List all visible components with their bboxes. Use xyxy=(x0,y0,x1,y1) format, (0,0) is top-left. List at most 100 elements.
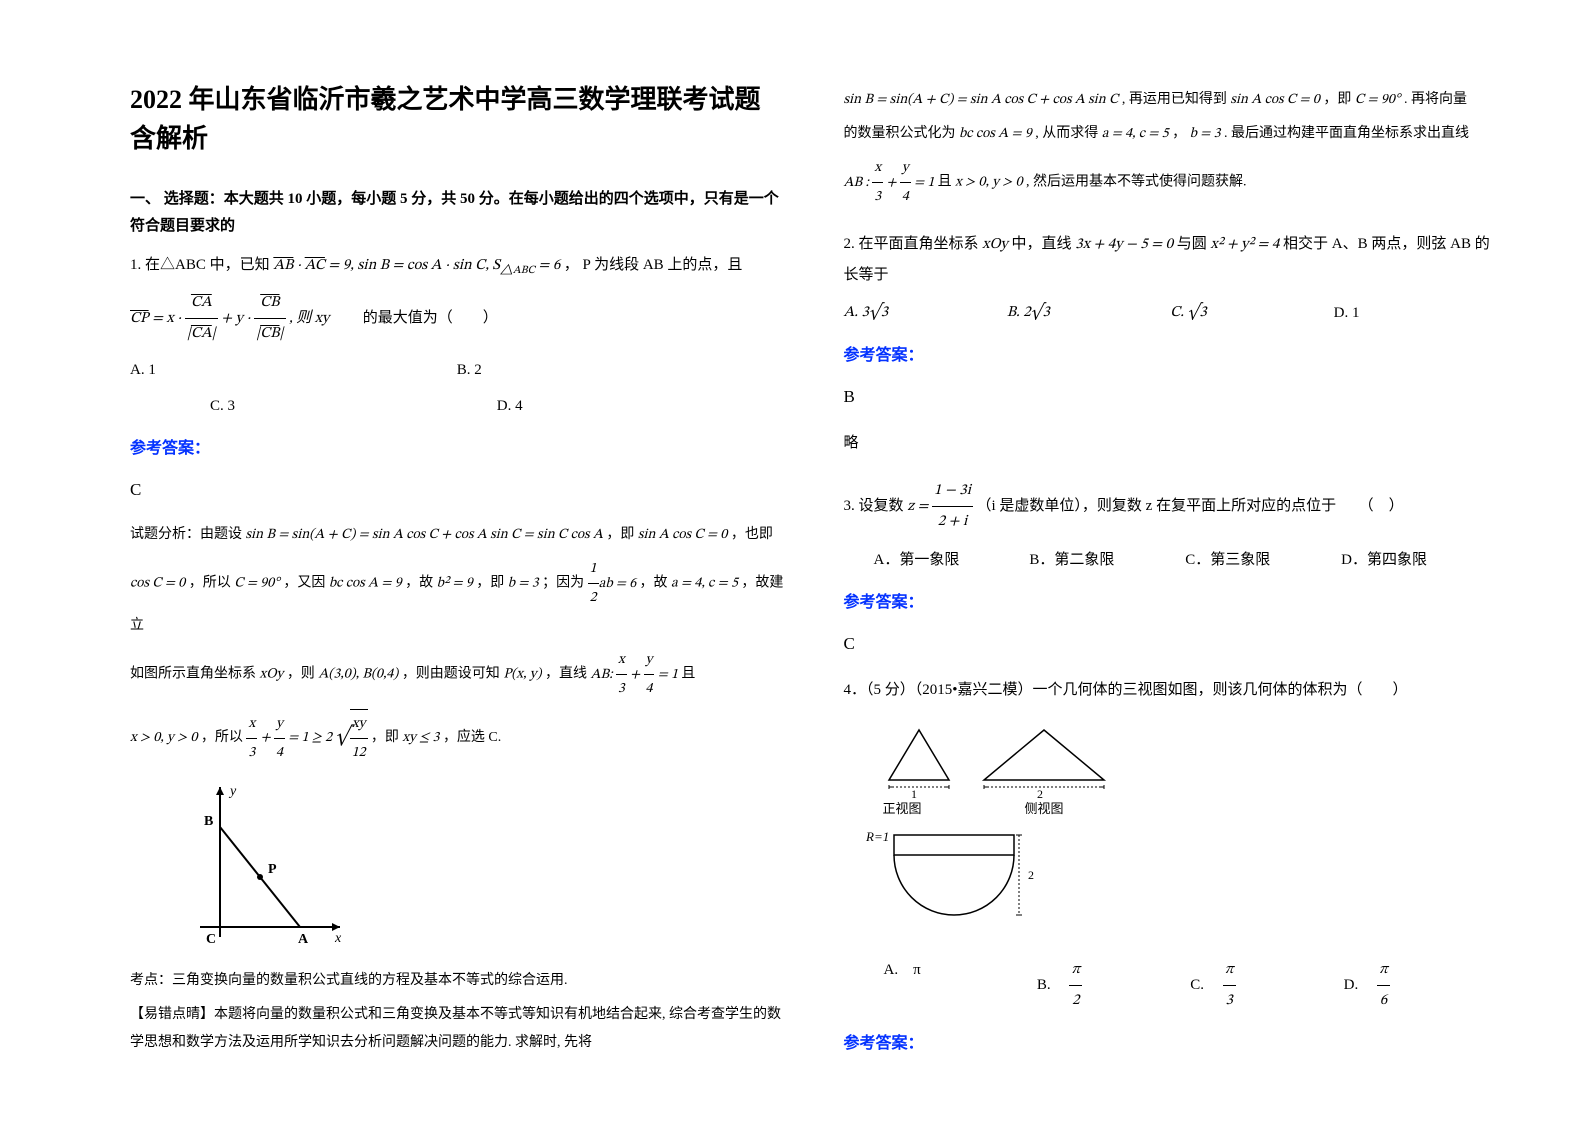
q1-exp2b: ，所以 xyxy=(189,576,231,591)
q3-opt-a: A．第一象限 xyxy=(874,545,1030,575)
q1c-l3b: 且 xyxy=(938,175,952,190)
page-root: 2022 年山东省临沂市羲之艺术中学高三数学理联考试题含解析 一、 选择题：本大… xyxy=(0,0,1587,1108)
section-1-heading: 一、 选择题：本大题共 10 小题，每小题 5 分，共 50 分。在每小题给出的… xyxy=(130,186,784,240)
q1c-l2g: . 最后通过构建平面直角坐标系求出直线 xyxy=(1224,126,1469,141)
svg-text:R=1: R=1 xyxy=(865,829,889,844)
svg-text:B: B xyxy=(204,814,213,829)
q2-stem-d: 3x + 4y − 5 = 0 xyxy=(1075,237,1173,252)
svg-text:2: 2 xyxy=(1037,787,1043,801)
q1-exp2d: ，又因 xyxy=(283,576,325,591)
q1-exp2k: 1 2 ab = 6 xyxy=(588,577,640,591)
q3-stem-c: （i 是虚数单位），则复数 z 在复平面上所对应的点位于 （ ） xyxy=(977,498,1404,514)
q1-stem-line1: 1. 在△ABC 中，已知 AB · AC = 9, sin B = cos A… xyxy=(130,250,784,282)
q1c-l2d: a = 4, c = 5 xyxy=(1102,127,1169,141)
q1-exp2g: b² = 9 xyxy=(437,577,473,591)
q1-exp3f: P(x, y) xyxy=(503,668,541,682)
right-column: sin B = sin(A + C) = sin A cos C + cos A… xyxy=(814,80,1528,1068)
q1-figure: x y B A C P xyxy=(170,777,350,957)
q4-options: A. π B. π 2 C. π 3 D. xyxy=(884,955,1498,1016)
q1-exp4d: ，即 xyxy=(371,730,399,745)
q1-exp1b: sin B = sin(A + C) = sin A cos C + cos A… xyxy=(246,528,603,542)
q4-opt-b: B. π 2 xyxy=(1037,955,1190,1016)
q1c-l1b: , 再运用已知得到 xyxy=(1122,92,1227,107)
q2-stem: 2. 在平面直角坐标系 xOy 中，直线 3x + 4y − 5 = 0 与圆 … xyxy=(844,229,1498,290)
q1-stem-c: ， P 为线段 AB 上的点，且 xyxy=(564,257,743,273)
q1-exp-line2: cos C = 0 ，所以 C = 90° ，又因 bc cos A = 9 ，… xyxy=(130,555,784,640)
q1-exp1a: 试题分析：由题设 xyxy=(130,527,242,542)
q1-exp-tail1: 考点：三角变换向量的数量积公式直线的方程及基本不等式的综合运用. xyxy=(130,967,784,995)
q1c-l1a: sin B = sin(A + C) = sin A cos C + cos A… xyxy=(844,93,1119,107)
q1-exp3h: AB: x 3 + y 4 = 1 xyxy=(590,668,681,682)
left-column: 2022 年山东省临沂市羲之艺术中学高三数学理联考试题含解析 一、 选择题：本大… xyxy=(100,80,814,1068)
q1-exp3b: xOy xyxy=(260,668,284,682)
q3-answer: C xyxy=(844,627,1498,661)
q1c-l3d: , 然后运用基本不等式使得问题获解. xyxy=(1026,175,1247,190)
q2-options: A. 3√3 B. 2√3 C. √3 D. 1 xyxy=(844,298,1498,328)
q1c-l2b: bc cos A = 9 xyxy=(959,127,1032,141)
q1-exp3c: ，则 xyxy=(287,667,315,682)
q1-exp4b: ，所以 xyxy=(201,730,243,745)
q1-formula-2: CP = x · CA |CA| + y · CB |CB| , 则 xy xyxy=(130,311,333,326)
q2-opt-c: C. √3 xyxy=(1170,298,1333,328)
svg-text:正视图: 正视图 xyxy=(882,801,921,816)
q1-formula-1-tail: = 6 xyxy=(535,258,560,273)
q4-opt-c: C. π 3 xyxy=(1190,955,1343,1016)
q1-options-row1: A. 1 B. 2 xyxy=(130,355,784,385)
q1-exp3d: A(3,0), B(0,4) xyxy=(318,668,398,682)
q1-stem-line2: CP = x · CA |CA| + y · CB |CB| , 则 xy 的最… xyxy=(130,288,784,349)
q1-opt-b: B. 2 xyxy=(457,355,784,385)
q4-figure: 1 正视图 2 侧视图 R=1 2 xyxy=(854,715,1134,945)
q1c-l3a: AB : x 3 + y 4 = 1 xyxy=(844,176,938,190)
q1-exp-line3: 如图所示直角坐标系 xOy ，则 A(3,0), B(0,4) ，则由题设可知 … xyxy=(130,646,784,703)
q1-exp2h: ，即 xyxy=(476,576,504,591)
svg-text:P: P xyxy=(268,862,277,877)
svg-text:x: x xyxy=(334,931,342,946)
q1-exp3a: 如图所示直角坐标系 xyxy=(130,667,256,682)
svg-text:侧视图: 侧视图 xyxy=(1024,801,1063,816)
q1-opt-c: C. 3 xyxy=(130,391,497,421)
q4-answer-label: 参考答案： xyxy=(844,1028,1498,1060)
q1-exp2i: b = 3 xyxy=(508,577,539,591)
q2-answer-label: 参考答案： xyxy=(844,340,1498,372)
q2-answer: B xyxy=(844,380,1498,414)
q2-opt-b: B. 2√3 xyxy=(1007,298,1170,328)
q1c-l2c: , 从而求得 xyxy=(1035,126,1098,141)
q2-stem-e: 与圆 xyxy=(1177,236,1207,252)
q1c-l1c: sin A cos C = 0 xyxy=(1230,93,1319,107)
svg-text:C: C xyxy=(206,932,216,947)
q1-exp2m: a = 4, c = 5 xyxy=(671,577,738,591)
q4-opt-a: A. π xyxy=(884,955,1037,1016)
q1-exp2j: ；因为 xyxy=(542,576,584,591)
q3-answer-label: 参考答案： xyxy=(844,587,1498,619)
q3-options: A．第一象限 B．第二象限 C．第三象限 D．第四象限 xyxy=(874,545,1498,575)
q1-exp-line4: x > 0, y > 0 ，所以 x 3 + y 4 = 1 ≥ 2 √ xy … xyxy=(130,709,784,767)
q3-opt-b: B．第二象限 xyxy=(1029,545,1185,575)
q1-exp2l: ，故 xyxy=(640,576,668,591)
q3-formula: z = 1 − 3i 2 + i xyxy=(907,499,976,514)
q1-exp-line1: 试题分析：由题设 sin B = sin(A + C) = sin A cos … xyxy=(130,521,784,549)
q1c-l1f: . 再将向量 xyxy=(1404,92,1467,107)
q1-cont-line3: AB : x 3 + y 4 = 1 且 x > 0, y > 0 , 然后运用… xyxy=(844,154,1498,211)
q4-stem: 4．（5 分）（2015•嘉兴二模）一个几何体的三视图如图，则该几何体的体积为（… xyxy=(844,675,1498,705)
q2-opt-d: D. 1 xyxy=(1334,298,1497,328)
q4-opt-d: D. π 6 xyxy=(1344,955,1497,1016)
q1-exp1c: ，即 xyxy=(606,527,634,542)
q2-stem-b: xOy xyxy=(982,237,1008,252)
q1-opt-d: D. 4 xyxy=(497,391,784,421)
q2-opt-a: A. 3√3 xyxy=(844,298,1007,328)
svg-text:1: 1 xyxy=(911,787,917,801)
svg-text:y: y xyxy=(228,784,237,799)
q3-stem-a: 3. 设复数 xyxy=(844,498,904,514)
q1-exp1e: ，也即 xyxy=(731,527,773,542)
q1-exp2f: ，故 xyxy=(405,576,433,591)
q1-exp1d: sin A cos C = 0 xyxy=(638,528,727,542)
q2-stem-f: x² + y² = 4 xyxy=(1211,237,1280,252)
q1c-l1e: C = 90° xyxy=(1355,93,1401,107)
q1-stem-a: 1. 在△ABC 中，已知 xyxy=(130,257,270,273)
q2-stem-a: 2. 在平面直角坐标系 xyxy=(844,236,979,252)
svg-text:2: 2 xyxy=(1028,868,1034,882)
page-title: 2022 年山东省临沂市羲之艺术中学高三数学理联考试题含解析 xyxy=(130,80,784,158)
q1c-l3c: x > 0, y > 0 xyxy=(955,176,1022,190)
q1-answer: C xyxy=(130,473,784,507)
q1-cont-line1: sin B = sin(A + C) = sin A cos C + cos A… xyxy=(844,86,1498,114)
